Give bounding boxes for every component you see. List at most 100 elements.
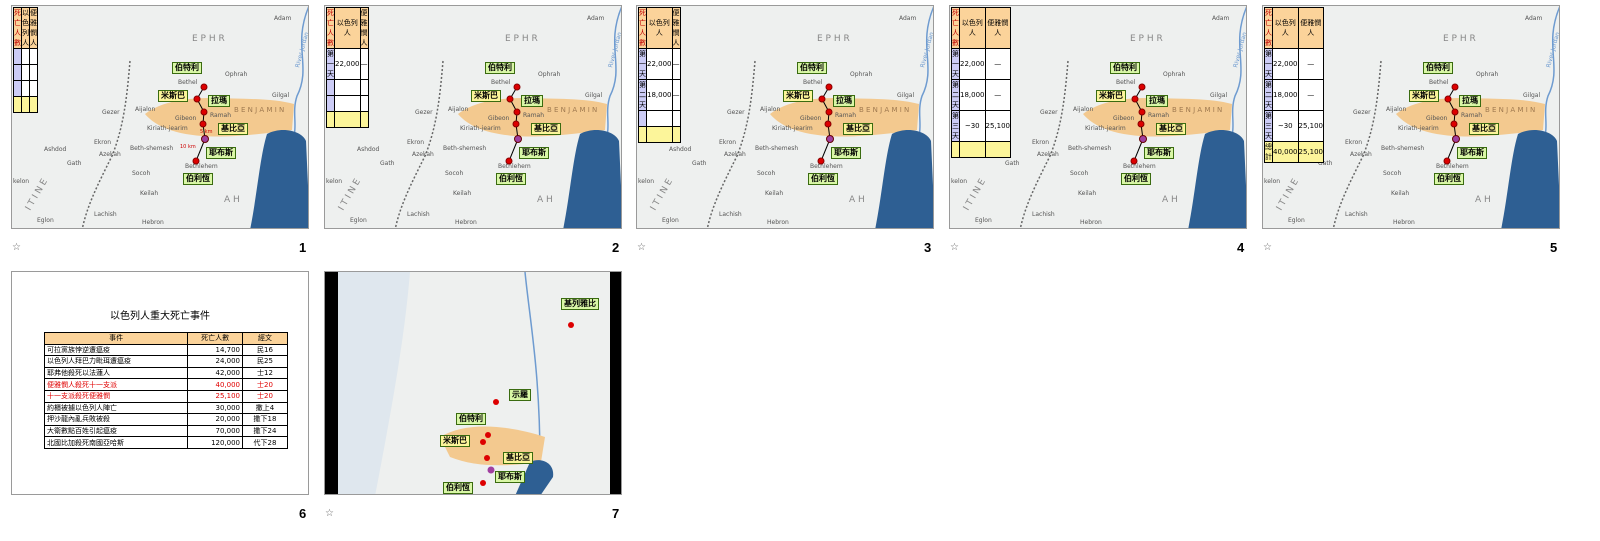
city-marker (200, 108, 208, 116)
callout-gibeah: 基比亞 (503, 452, 533, 464)
transition-star-icon[interactable]: ☆ (12, 242, 21, 253)
table-row: 第二天 18,000— (1264, 79, 1324, 111)
slide-thumbnail-2[interactable]: River Jordan E P H R B E N J A M I N A H… (324, 5, 622, 229)
border-line (706, 60, 756, 228)
table-cell (334, 111, 361, 128)
transition-star-icon[interactable]: ☆ (637, 242, 646, 253)
map-place: Gibeon (175, 115, 196, 122)
city-marker (568, 322, 574, 328)
slide-thumbnail-7[interactable]: 基列雅比 示羅 伯特利 米斯巴 基比亞 耶布斯 伯利恆 (324, 271, 622, 495)
table-cell (334, 79, 361, 96)
slide-thumbnail-5[interactable]: River Jordan E P H R B E N J A M I N A H… (1262, 5, 1560, 229)
event-cell: 十一支派殺死便雅憫 (43, 389, 189, 403)
map-place: kelon (13, 178, 29, 185)
reference-cell: 撒下24 (242, 424, 288, 438)
deaths-cell: 24,000 (187, 355, 244, 368)
callout-ramah: 拉瑪 (1459, 95, 1481, 107)
slide-thumbnail-3[interactable]: River Jordan E P H R B E N J A M I N A H… (636, 5, 934, 229)
map-place: Bethlehem (1123, 163, 1156, 170)
transition-star-icon[interactable]: ☆ (1263, 242, 1272, 253)
transition-star-icon[interactable]: ☆ (325, 508, 334, 519)
map-place: Bethlehem (810, 163, 843, 170)
table-row (638, 110, 681, 127)
table-cell: ~30 (959, 110, 986, 142)
callout-ramah: 拉瑪 (833, 95, 855, 107)
map-place: Gilgal (585, 92, 602, 99)
table-cell (671, 126, 681, 143)
table-cell: ~30 (1272, 110, 1299, 142)
table-row (326, 111, 369, 128)
map-place: Gilgal (1523, 92, 1540, 99)
table-row: 第一天 22,000— (951, 48, 1011, 80)
map-place: Ashdod (357, 146, 380, 153)
callout-jebus: 耶布斯 (206, 147, 236, 159)
slide-number: 2 (612, 240, 620, 255)
callout-bethlehem: 伯利恆 (1434, 173, 1464, 185)
callout-bethel: 伯特利 (1423, 62, 1453, 74)
callout-gibeah: 基比亞 (531, 123, 561, 135)
map-place: Hebron (1393, 219, 1415, 226)
region-letters: E P H R (1443, 34, 1476, 44)
map-place: Gibeon (1426, 115, 1447, 122)
map-place: Kiriath-jearim (460, 125, 501, 132)
city-marker (487, 466, 495, 474)
slide-thumbnail-1[interactable]: River Jordan E P H R B E N J A M I N A H… (11, 5, 309, 229)
event-cell: 以色列人拜巴力毗珥遭瘟疫 (43, 355, 189, 368)
slide-title: 以色列人重大死亡事件 (110, 311, 210, 322)
city-marker (192, 157, 200, 165)
map-place: kelon (951, 178, 967, 185)
table-row: 總計 40,000 25,100 (1264, 141, 1324, 163)
map-place: Gezer (1040, 109, 1058, 116)
map-place: Ramah (835, 112, 856, 119)
map: River Jordan E P H R B E N J A M I N A H… (325, 6, 621, 228)
callout-bethlehem: 伯利恆 (1121, 173, 1151, 185)
region-letters: B E N J A M I N (547, 106, 597, 114)
table-row: 第二天 18,000— (638, 79, 681, 111)
callout-bethlehem: 伯利恆 (183, 173, 213, 185)
slide-number: 1 (299, 240, 307, 255)
map-place: Ramah (1461, 112, 1482, 119)
event-cell: 耶弗他殺死以法蓮人 (43, 366, 189, 380)
slide-number: 7 (612, 506, 620, 521)
slide-thumbnail-6[interactable]: 以色列人重大死亡事件 事件 死亡人數 經文 可拉黨族悖逆遭瘟疫 14,700 民16 以色列人… (11, 271, 309, 495)
table-cell (959, 141, 986, 158)
callout-bethlehem: 伯利恆 (808, 173, 838, 185)
deaths-cell: 120,000 (187, 436, 244, 449)
table-cell (951, 141, 960, 158)
table-cell (13, 64, 22, 81)
city-marker (1443, 157, 1451, 165)
table-row: 耶弗他殺死以法蓮人 42,000 士12 (43, 366, 288, 380)
table-cell: 22,000 (334, 48, 361, 80)
callout-jabesh: 基列雅比 (561, 298, 599, 310)
table-cell (29, 80, 38, 97)
map-place: Azekah (1037, 151, 1059, 158)
map-place: Lachish (1032, 211, 1055, 218)
transition-star-icon[interactable]: ☆ (950, 242, 959, 253)
city-marker (506, 95, 514, 103)
table-row (13, 96, 38, 113)
table-row: 大衛數點百姓引起瘟疫 70,000 撒下24 (43, 424, 288, 438)
map-place: Ophrah (850, 71, 872, 78)
region-letters: B E N J A M I N (1485, 106, 1535, 114)
callout-jebus: 耶布斯 (519, 147, 549, 159)
table-header: 以色列人 (646, 7, 673, 49)
table-header: 以色列人 (334, 7, 361, 49)
table-cell: 22,000 (959, 48, 986, 80)
region-letters: B E N J A M I N (1172, 106, 1222, 114)
table-row (326, 95, 369, 112)
deaths-cell: 40,000 (187, 378, 244, 391)
dead-sea (1501, 130, 1559, 228)
reference-cell: 士20 (242, 389, 288, 403)
table-cell: 第一天 (326, 48, 335, 80)
city-marker (480, 480, 486, 486)
slide-thumbnail-4[interactable]: River Jordan E P H R B E N J A M I N A H… (949, 5, 1247, 229)
table-header: 死亡人數 (951, 7, 960, 49)
table-header: 以色列人 (959, 7, 986, 49)
table-cell: — (1297, 48, 1324, 80)
table-cell (334, 95, 361, 112)
map-place: Aijalon (135, 106, 155, 113)
map-place: kelon (326, 178, 342, 185)
map-place: Gilgal (272, 92, 289, 99)
map-place: Ramah (1148, 112, 1169, 119)
city-marker (505, 157, 513, 165)
